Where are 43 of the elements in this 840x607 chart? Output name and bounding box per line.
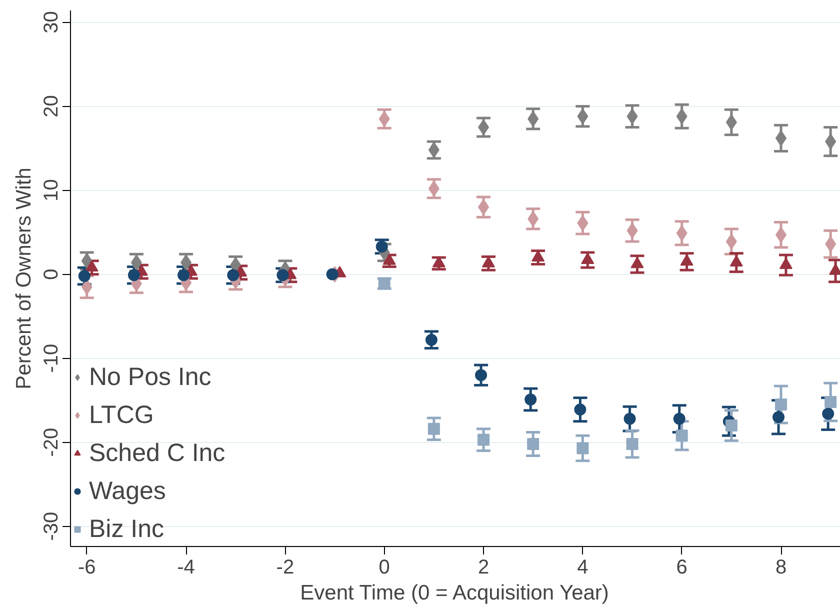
point [576,442,589,454]
point [775,398,787,411]
point [772,411,785,424]
point [673,412,686,425]
point [822,408,834,420]
point [626,438,638,450]
x-tick-label: -4 [177,556,195,578]
x-tick-label: -2 [276,556,294,578]
y-tick-label: 20 [40,95,62,118]
y-axis-title: Percent of Owners With [12,168,36,390]
point [574,404,586,416]
legend-label: No Pos Inc [89,362,212,392]
point [227,269,240,282]
legend-label: Wages [89,476,166,506]
y-tick-label: 10 [40,179,62,202]
x-tick-label: 2 [478,556,490,578]
point [524,393,537,406]
y-tick-label: 0 [40,268,62,280]
point [824,396,837,408]
x-tick-label: 8 [775,556,787,578]
legend-label: LTCG [89,400,154,430]
x-tick-label: 4 [577,556,588,578]
point [78,270,90,282]
legend-label: Sched C Inc [89,438,226,468]
y-tick-label: 30 [40,11,62,34]
y-tick-label: -30 [40,512,62,541]
point [527,438,540,450]
y-tick-label: -20 [40,428,62,457]
point [624,412,636,425]
legend-label: Biz Inc [89,514,164,544]
point [428,422,440,435]
point [425,334,438,346]
y-tick-label: -10 [40,344,62,373]
x-tick-label: -6 [78,556,96,578]
point [128,269,140,282]
x-tick-label: 6 [676,556,688,578]
point [178,269,190,282]
x-axis-title: Event Time (0 = Acquisition Year) [300,582,609,604]
point [676,430,688,442]
point [478,434,490,446]
point [725,420,738,432]
point [475,369,488,382]
x-tick-label: 0 [378,556,390,578]
